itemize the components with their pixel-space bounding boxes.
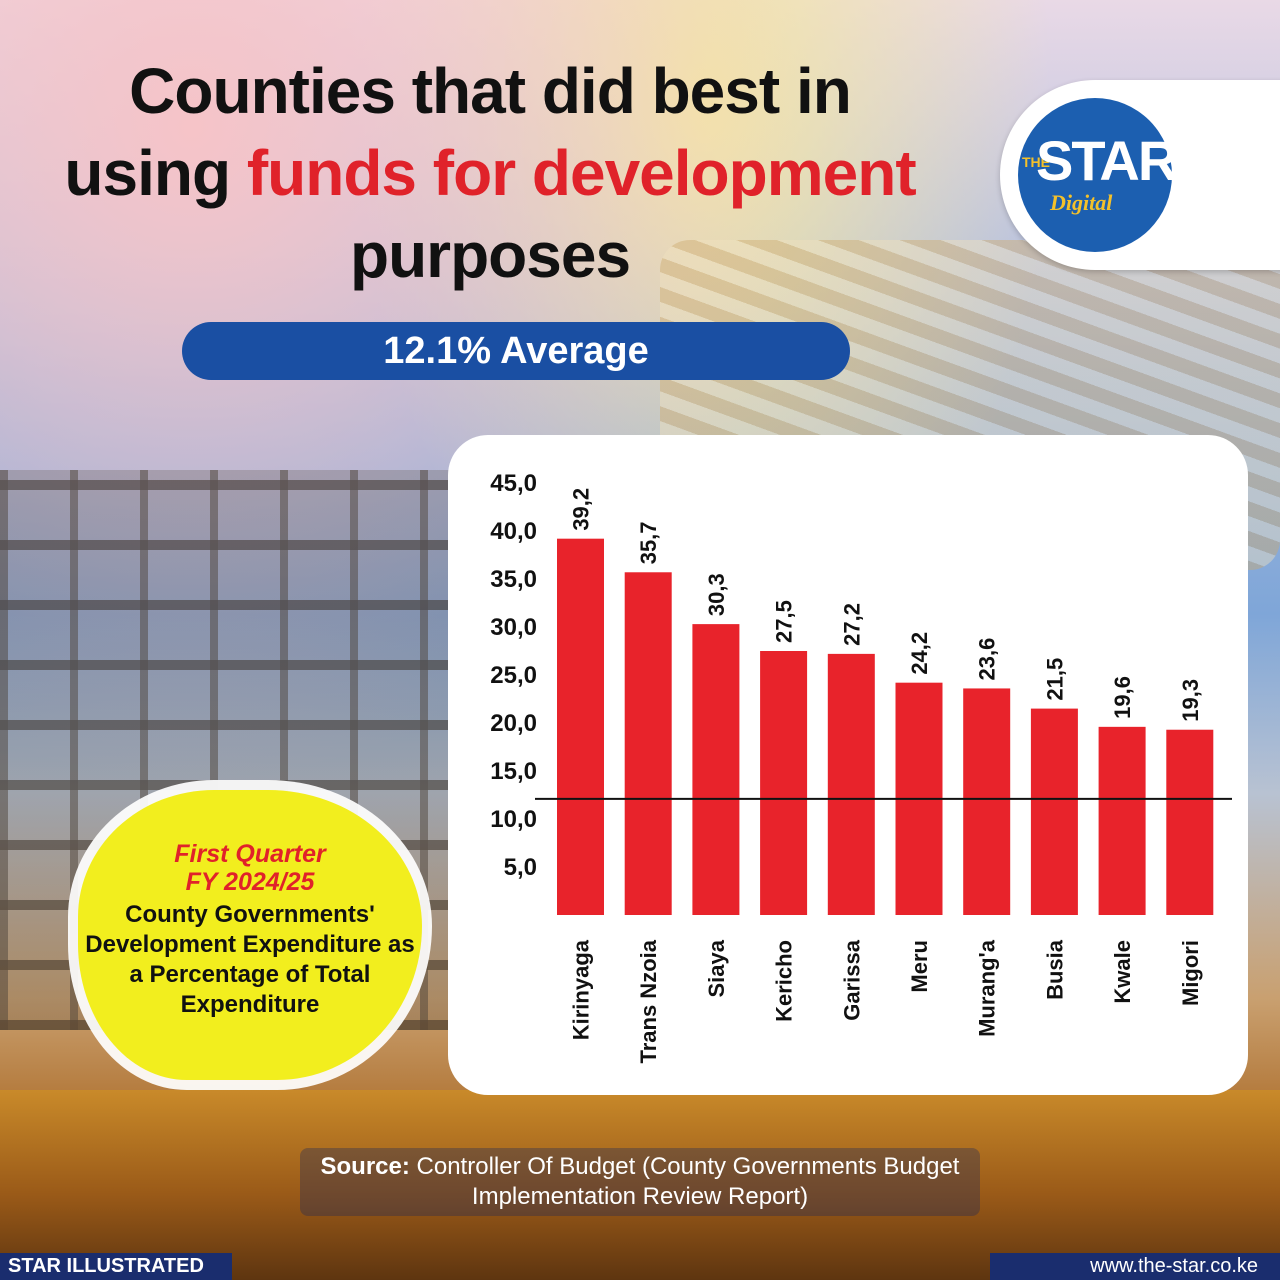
- footer-website-link[interactable]: www.the-star.co.ke: [990, 1253, 1280, 1280]
- bar-kwale: [1098, 726, 1146, 915]
- category-label: Meru: [907, 940, 932, 993]
- title-line-2: using funds for development: [20, 132, 960, 214]
- y-tick-label: 5,0: [504, 854, 537, 881]
- logo-star: STAR: [1036, 129, 1178, 192]
- bar-siaya: [692, 624, 740, 915]
- title-line-3: purposes: [349, 219, 631, 291]
- callout-period: First Quarter FY 2024/25: [78, 840, 422, 896]
- data-label: 19,3: [1178, 679, 1203, 722]
- data-label: 30,3: [704, 573, 729, 616]
- source-prefix: Source:: [320, 1153, 410, 1180]
- data-label: 39,2: [569, 488, 594, 531]
- y-tick-label: 30,0: [490, 614, 537, 641]
- title-highlight: funds for development: [246, 137, 917, 209]
- y-tick-label: 10,0: [490, 806, 537, 833]
- footer-star-illustrated: STAR ILLUSTRATED: [0, 1253, 232, 1280]
- data-label: 35,7: [636, 521, 661, 564]
- y-tick-label: 15,0: [490, 758, 537, 785]
- callout-period-line-1: First Quarter: [174, 840, 326, 868]
- bar-kericho: [760, 651, 808, 915]
- callout-description: County Governments' Development Expendit…: [85, 901, 415, 1018]
- category-label: Trans Nzoia: [636, 939, 661, 1063]
- title-line-2-prefix: using: [64, 137, 247, 209]
- bar-trans-nzoia: [624, 572, 672, 915]
- logo-circle: [1018, 98, 1172, 252]
- bar-kirinyaga: [557, 538, 604, 915]
- y-tick-label: 20,0: [490, 710, 537, 737]
- average-pill: 12.1% Average: [182, 322, 850, 380]
- y-tick-label: 45,0: [490, 470, 537, 497]
- category-label: Kericho: [772, 940, 797, 1022]
- category-label: Kwale: [1110, 940, 1135, 1004]
- data-label: 27,5: [772, 600, 797, 643]
- title-line-1: Counties that did best in: [129, 55, 852, 127]
- source-note: Source: Controller Of Budget (County Gov…: [300, 1148, 980, 1216]
- bar-garissa: [827, 653, 875, 915]
- data-label: 19,6: [1110, 676, 1135, 719]
- category-label: Migori: [1178, 940, 1203, 1006]
- bar-migori: [1166, 729, 1214, 915]
- page-title: Counties that did best in using funds fo…: [20, 50, 960, 296]
- callout-period-line-2: FY 2024/25: [185, 868, 315, 896]
- logo-digital: Digital: [1050, 190, 1113, 215]
- bar-busia: [1030, 708, 1078, 915]
- y-tick-label: 40,0: [490, 518, 537, 545]
- category-label: Kirinyaga: [569, 939, 594, 1040]
- y-tick-label: 35,0: [490, 566, 537, 593]
- data-label: 24,2: [907, 632, 932, 675]
- ground-image: [0, 1090, 1280, 1280]
- category-label: Murang'a: [975, 939, 1000, 1037]
- callout-bubble: First Quarter FY 2024/25 County Governme…: [78, 790, 422, 1080]
- source-text: Controller Of Budget (County Governments…: [416, 1153, 960, 1210]
- data-label: 21,5: [1042, 658, 1067, 701]
- category-label: Siaya: [704, 939, 729, 997]
- category-label: Garissa: [839, 939, 864, 1020]
- bar-murang-a: [963, 688, 1011, 915]
- logo-the: THE: [1022, 154, 1050, 170]
- y-tick-label: 25,0: [490, 662, 537, 689]
- data-label: 27,2: [839, 603, 864, 646]
- star-digital-logo: THE STAR Digital: [1000, 80, 1280, 270]
- category-label: Busia: [1042, 939, 1067, 1000]
- data-label: 23,6: [975, 638, 1000, 681]
